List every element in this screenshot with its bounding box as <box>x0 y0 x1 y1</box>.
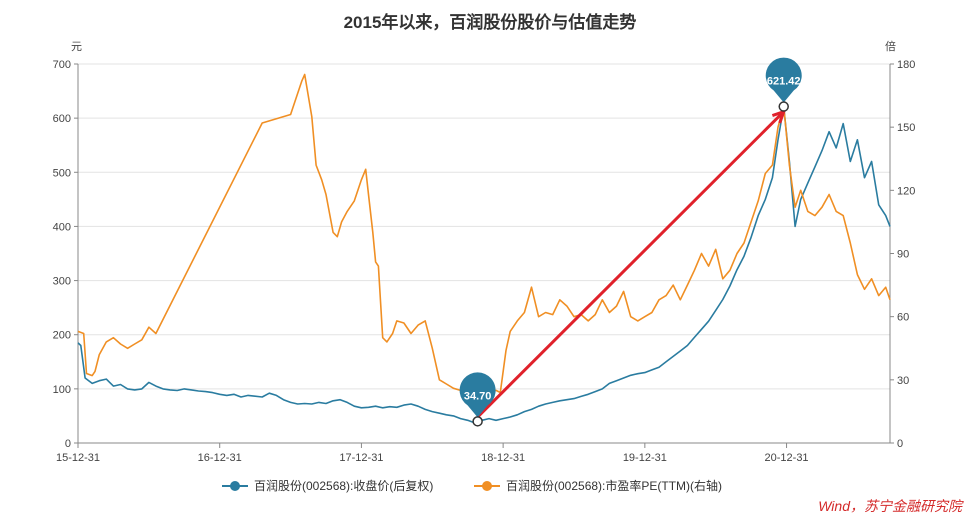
left-tick-label: 200 <box>53 330 71 342</box>
value-pins: 34.70 621.42 <box>459 57 802 427</box>
series-line-2 <box>77 73 891 394</box>
pin-marker <box>459 372 496 418</box>
pin-point <box>778 101 789 112</box>
x-tick-label: 19-12-31 <box>623 452 667 464</box>
right-axis-unit: 倍 <box>885 39 896 53</box>
left-tick-label: 300 <box>53 276 71 288</box>
source-note: Wind，苏宁金融研究院 <box>818 498 964 514</box>
legend: 百润股份(002568):收盘价(后复权) 百润股份(002568):市盈率PE(… <box>222 478 722 493</box>
x-tick-label: 18-12-31 <box>481 452 525 464</box>
series-line-1 <box>77 105 891 424</box>
series-lines <box>77 73 891 424</box>
right-tick-label: 30 <box>897 375 909 387</box>
right-tick-label: 120 <box>897 185 915 197</box>
left-axis-unit: 元 <box>71 41 82 53</box>
left-tick-label: 700 <box>53 59 71 71</box>
x-tick-label: 20-12-31 <box>765 452 809 464</box>
right-tick-label: 60 <box>897 312 909 324</box>
legend-label: 百润股份(002568):市盈率PE(TTM)(右轴) <box>506 478 722 493</box>
pin-marker <box>765 57 802 103</box>
pin-point <box>472 416 483 427</box>
legend-swatch-dot <box>230 481 240 491</box>
trend-arrow <box>476 109 787 419</box>
right-tick-label: 90 <box>897 249 909 261</box>
x-tick-label: 16-12-31 <box>198 452 242 464</box>
arrow-line <box>476 110 785 419</box>
x-tick-label: 17-12-31 <box>339 452 383 464</box>
gridlines <box>78 63 890 390</box>
right-tick-label: 150 <box>897 122 915 134</box>
chart-title: 2015年以来，百润股份股价与估值走势 <box>344 12 637 32</box>
legend-swatch-dot <box>482 481 492 491</box>
left-tick-label: 500 <box>53 167 71 179</box>
axes: 0 100 200 300 400 500 600 700 0 30 60 90 120 150 180 15… <box>53 59 916 464</box>
legend-label: 百润股份(002568):收盘价(后复权) <box>254 478 433 493</box>
left-tick-label: 0 <box>65 438 71 450</box>
left-tick-label: 600 <box>53 113 71 125</box>
right-tick-label: 0 <box>897 438 903 450</box>
right-tick-label: 180 <box>897 59 915 71</box>
left-tick-label: 400 <box>53 221 71 233</box>
left-tick-label: 100 <box>53 384 71 396</box>
pin-label: 621.42 <box>767 76 801 88</box>
x-tick-label: 15-12-31 <box>56 452 100 464</box>
pin-label: 34.70 <box>464 390 492 402</box>
